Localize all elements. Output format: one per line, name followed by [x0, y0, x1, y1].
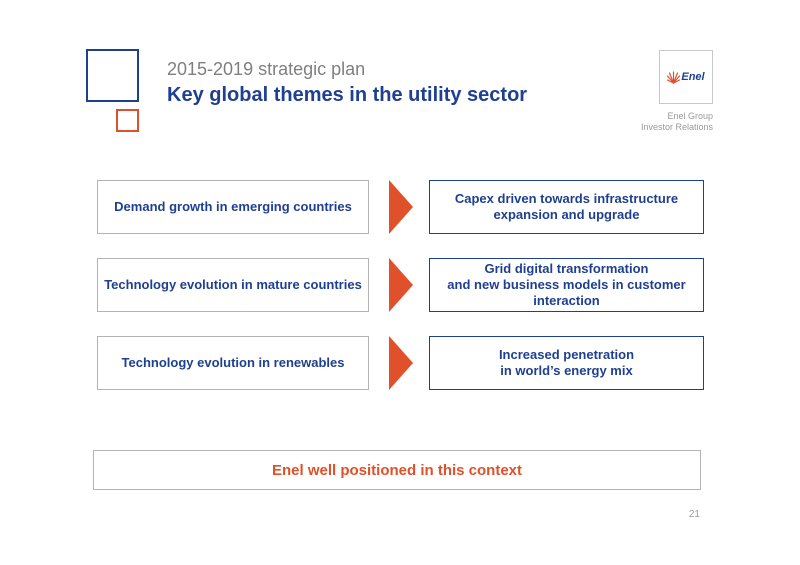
decor-square-blue	[86, 49, 139, 102]
arrow-right-icon	[389, 336, 413, 390]
corporate-line-ir: Investor Relations	[640, 122, 713, 132]
logo-wordmark: Enel	[681, 71, 705, 83]
theme-outcome-box: Increased penetration in world’s energy …	[429, 336, 704, 390]
corporate-line-group: Enel Group	[667, 111, 713, 121]
outcome-line: Grid digital transformation	[484, 261, 649, 276]
theme-driver-box: Technology evolution in renewables	[97, 336, 369, 390]
theme-driver-box: Technology evolution in mature countries	[97, 258, 369, 312]
outcome-line: expansion and upgrade	[493, 207, 640, 222]
corporate-label: Enel Group Investor Relations	[641, 111, 713, 133]
slide-title: Key global themes in the utility sector	[167, 84, 528, 106]
outcome-line: Increased penetration	[498, 347, 635, 362]
arrow-right-icon	[389, 258, 413, 312]
theme-driver-box: Demand growth in emerging countries	[97, 180, 369, 234]
conclusion-box: Enel well positioned in this context	[93, 450, 701, 490]
arrow-right-icon	[389, 180, 413, 234]
decor-square-orange	[116, 109, 139, 132]
outcome-line: interaction	[533, 293, 600, 308]
enel-logo: Enel	[659, 50, 713, 104]
slide-subtitle: 2015-2019 strategic plan	[167, 59, 366, 79]
outcome-line: Capex driven towards infrastructure	[454, 191, 679, 206]
theme-outcome-box: Grid digital transformation and new busi…	[429, 258, 704, 312]
enel-sunburst-icon	[667, 71, 681, 84]
page-number: 21	[688, 509, 700, 520]
theme-outcome-box: Capex driven towards infrastructure expa…	[429, 180, 704, 234]
outcome-line: in world’s energy mix	[500, 363, 633, 378]
outcome-line: and new business models in customer	[447, 277, 686, 292]
